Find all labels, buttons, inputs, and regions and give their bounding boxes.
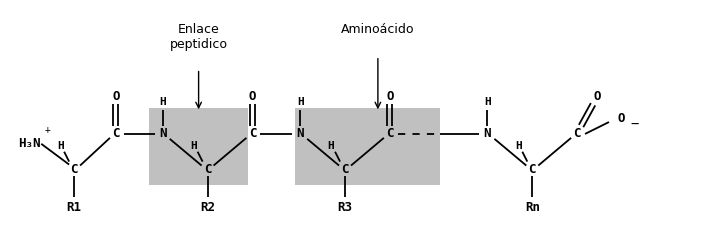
Text: H: H	[190, 141, 197, 151]
Text: H: H	[328, 141, 334, 151]
Text: H: H	[57, 141, 63, 151]
Bar	[149, 108, 249, 185]
Text: +: +	[44, 125, 50, 135]
Text: O: O	[112, 90, 119, 103]
Text: Aminoácido: Aminoácido	[341, 23, 415, 36]
Text: R2: R2	[200, 201, 215, 214]
Text: H₃N: H₃N	[18, 137, 41, 150]
Text: H: H	[484, 97, 491, 107]
Text: O: O	[386, 90, 394, 103]
Text: H: H	[159, 97, 166, 107]
Text: Rn: Rn	[525, 201, 540, 214]
Text: C: C	[204, 163, 211, 176]
Text: −: −	[630, 117, 639, 131]
Text: C: C	[249, 128, 256, 140]
Text: Enlace
peptidico: Enlace peptidico	[170, 23, 227, 51]
Text: O: O	[249, 90, 256, 103]
Bar	[296, 108, 439, 185]
Text: H: H	[297, 97, 303, 107]
Text: C: C	[70, 163, 78, 176]
Text: C: C	[529, 163, 536, 176]
Text: O: O	[617, 112, 625, 124]
Text: H: H	[515, 141, 522, 151]
Text: N: N	[159, 128, 166, 140]
Text: O: O	[593, 90, 601, 103]
Text: R1: R1	[67, 201, 81, 214]
Text: C: C	[341, 163, 349, 176]
Text: N: N	[484, 128, 491, 140]
Text: C: C	[112, 128, 119, 140]
Text: N: N	[296, 128, 304, 140]
Text: R3: R3	[338, 201, 352, 214]
Text: C: C	[574, 128, 581, 140]
Text: C: C	[386, 128, 394, 140]
